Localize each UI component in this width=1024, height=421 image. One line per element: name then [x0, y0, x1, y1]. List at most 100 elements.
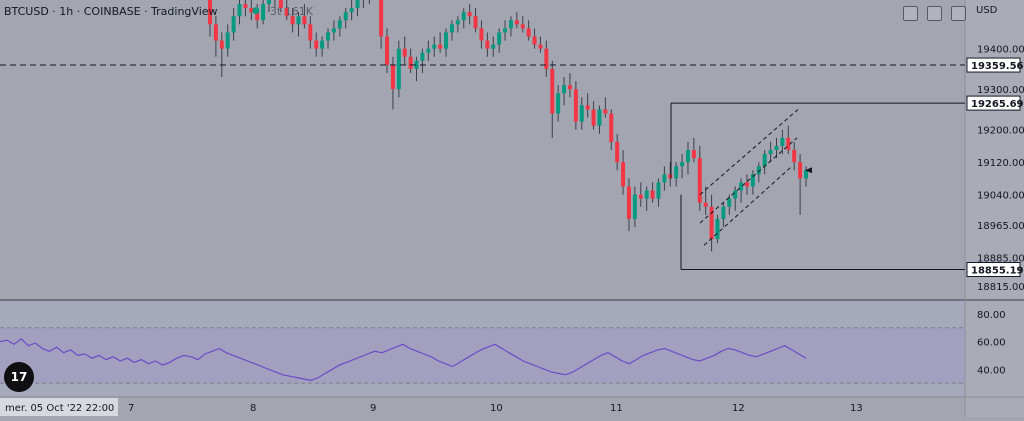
- candle-body: [603, 109, 608, 114]
- time-tick-label: 8: [250, 403, 256, 414]
- channel-lower-line: [703, 165, 793, 246]
- candle-body: [544, 48, 549, 69]
- candle-body: [208, 0, 212, 25]
- candle-body: [609, 113, 614, 142]
- candle-body: [727, 198, 732, 207]
- candle-body: [556, 93, 561, 114]
- candle-body: [255, 12, 260, 21]
- price-tick-label: 19200.00: [977, 126, 1024, 137]
- candle-body: [792, 150, 797, 163]
- candle-body: [774, 145, 779, 150]
- candle-body: [550, 68, 555, 114]
- candle-body: [739, 182, 744, 191]
- time-tick-label: 13: [850, 403, 863, 414]
- candle-body: [750, 174, 755, 187]
- candle-body: [662, 174, 667, 183]
- candle-body: [668, 174, 673, 179]
- candle-body: [379, 0, 384, 37]
- candle-body: [261, 4, 266, 21]
- control-button-2[interactable]: [927, 6, 943, 21]
- candle-body: [426, 48, 431, 53]
- control-button-3[interactable]: [951, 6, 967, 21]
- price-label-box: [966, 262, 1021, 278]
- price-label-box: [966, 95, 1021, 111]
- candle-body: [721, 206, 726, 219]
- candle-body: [444, 32, 449, 49]
- candle-body: [526, 28, 531, 37]
- candle-body: [320, 40, 325, 49]
- candle-body: [632, 194, 637, 219]
- candle-body: [597, 109, 602, 126]
- candle-body: [798, 162, 803, 179]
- price-tick-label: 18815.00: [977, 282, 1024, 293]
- candle-body: [308, 24, 313, 41]
- price-tick-label: 18885.00: [977, 253, 1024, 264]
- candle-body: [621, 162, 626, 187]
- candle-body: [638, 194, 643, 199]
- rsi-tick-label: 60.00: [977, 338, 1006, 349]
- candle-body: [385, 36, 390, 65]
- channel-mid-line: [699, 137, 798, 224]
- time-tick-label: 11: [610, 403, 623, 414]
- chart-header: BTCUSD · 1h · COINBASE · TradingView ● 3…: [4, 5, 313, 18]
- candle-body: [467, 12, 472, 17]
- candle-body: [390, 64, 395, 90]
- time-tick-label: 10: [490, 403, 503, 414]
- candle-body: [243, 4, 248, 9]
- candle-body: [432, 44, 437, 49]
- volume-value: 3t 161K: [270, 5, 314, 18]
- price-tick-label: 18965.00: [977, 221, 1024, 232]
- candle-body: [479, 28, 484, 41]
- candle-body: [420, 52, 425, 61]
- candle-body: [455, 20, 460, 25]
- candle-body: [532, 36, 537, 45]
- candle-body: [249, 8, 254, 13]
- candle-body: [697, 158, 702, 203]
- candle-body: [744, 182, 749, 187]
- candle-body: [674, 166, 679, 179]
- candle-body: [703, 202, 708, 207]
- candle-body: [585, 105, 590, 110]
- candle-body: [762, 154, 767, 167]
- candle-body: [591, 109, 596, 126]
- control-button-1[interactable]: [903, 6, 918, 21]
- price-label-text: 19265.69: [971, 99, 1024, 110]
- candle-body: [473, 16, 478, 29]
- candle-body: [408, 56, 413, 69]
- candle-body: [562, 85, 567, 94]
- status-dot-icon: ●: [252, 6, 260, 16]
- currency-label[interactable]: USD: [976, 5, 998, 16]
- time-label-highlight: [0, 398, 118, 416]
- candle-body: [626, 186, 631, 219]
- candle-body: [804, 170, 808, 179]
- time-tick-label: 7: [128, 403, 134, 414]
- candle-body: [302, 16, 307, 25]
- candle-body: [349, 8, 354, 13]
- rsi-band: [0, 327, 965, 384]
- candle-body: [337, 20, 342, 29]
- candle-body: [709, 206, 714, 240]
- time-tick-label: 12: [732, 403, 745, 414]
- chart-controls: [903, 6, 970, 25]
- candle-body: [355, 0, 360, 9]
- candle-body: [508, 20, 513, 29]
- candle-body: [680, 162, 685, 167]
- candle-body: [461, 12, 466, 21]
- candle-body: [538, 44, 543, 49]
- price-label-box: [966, 57, 1021, 73]
- time-label-current: mer. 05 Oct '22 22:00: [5, 403, 114, 414]
- candle-body: [520, 24, 525, 29]
- price-tick-label: 19040.00: [977, 191, 1024, 202]
- candle-body: [780, 137, 785, 146]
- candle-body: [278, 0, 283, 9]
- last-price-marker: [805, 167, 812, 174]
- candle-body: [756, 166, 761, 175]
- candle-body: [733, 190, 738, 199]
- price-tick-label: 19400.00: [977, 45, 1024, 56]
- candle-body: [231, 16, 236, 33]
- rsi-tick-label: 40.00: [977, 365, 1006, 376]
- candle-body: [650, 190, 655, 199]
- candle-body: [514, 20, 519, 25]
